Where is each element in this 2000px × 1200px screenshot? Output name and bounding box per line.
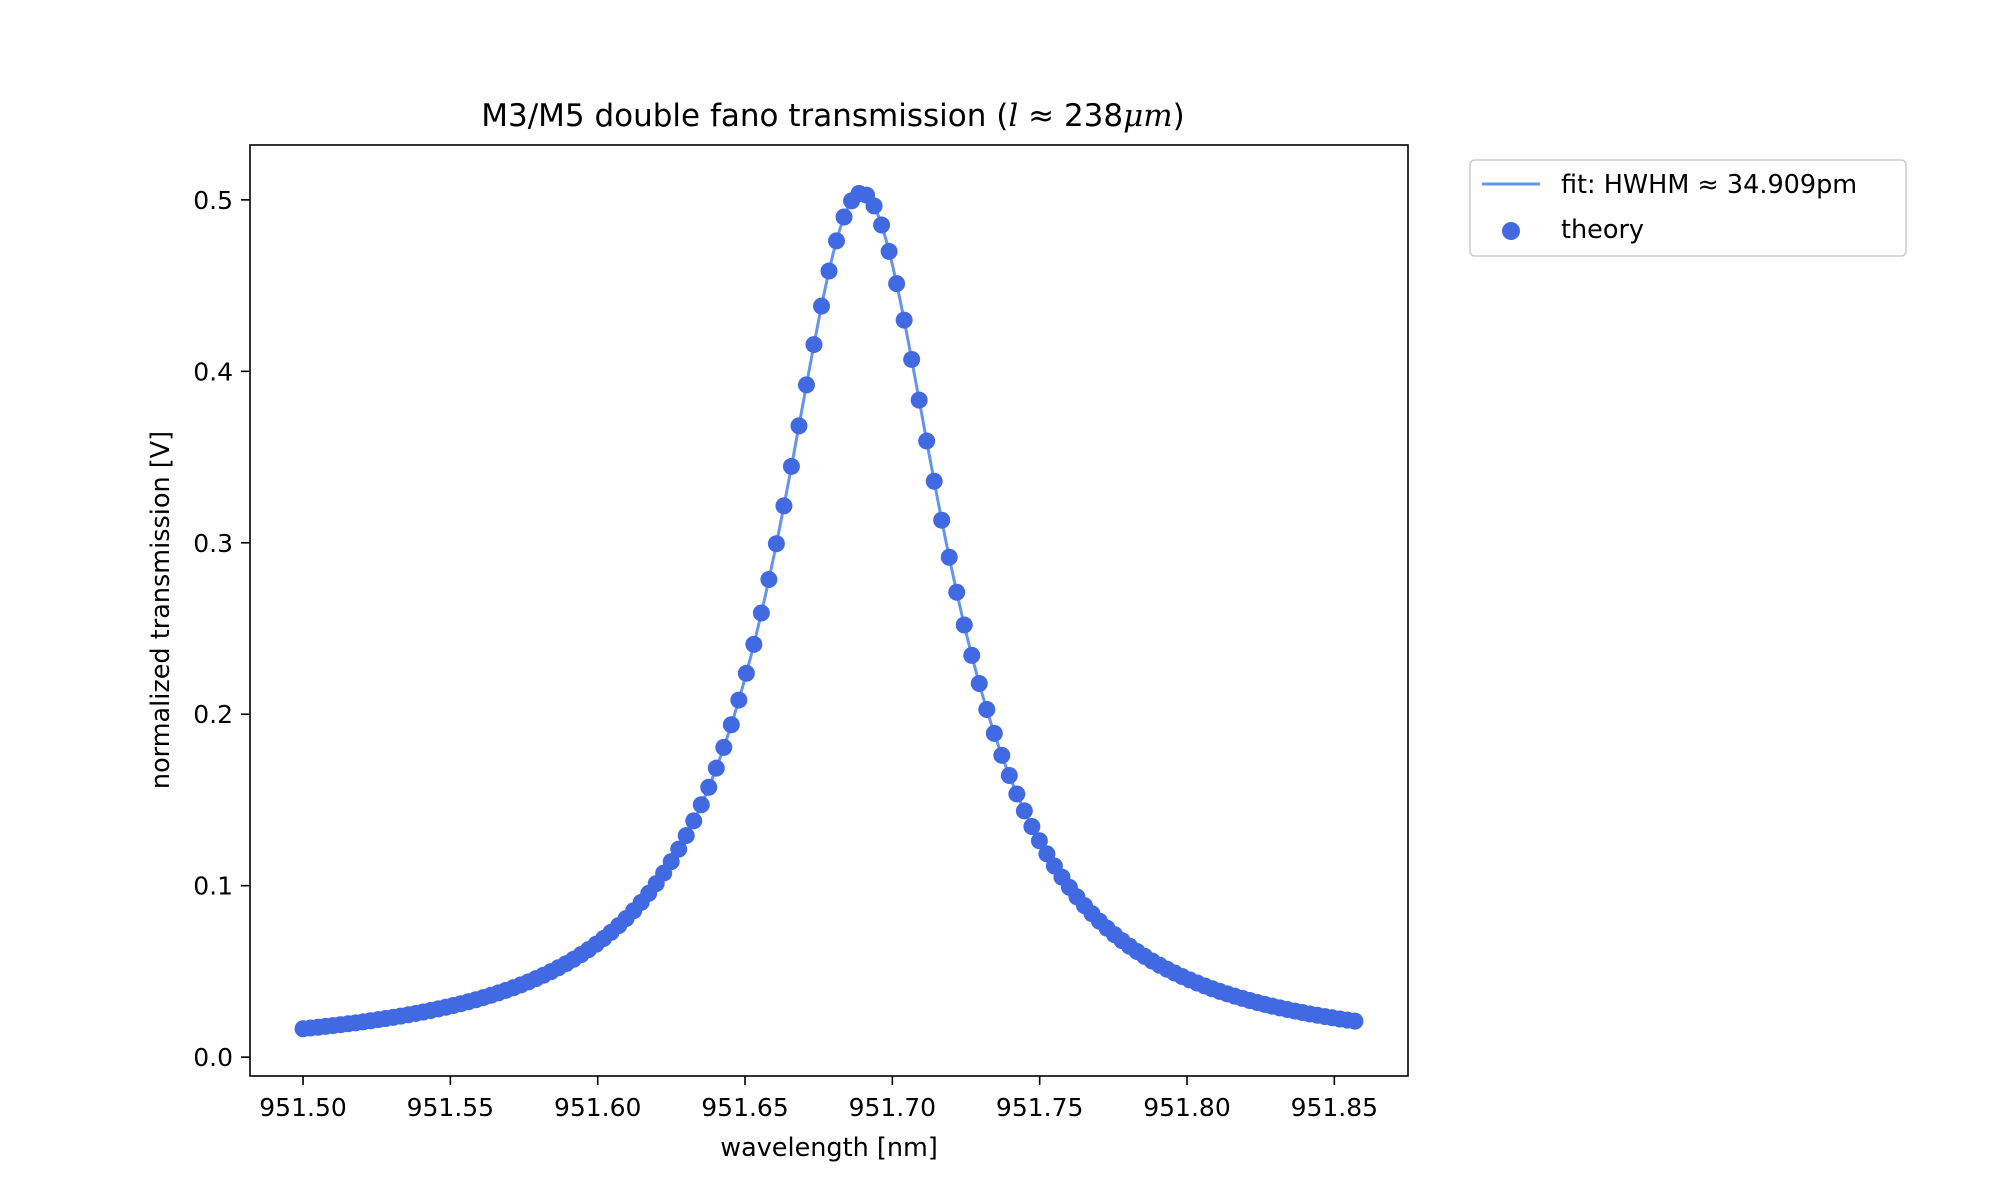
theory-point: [903, 350, 921, 368]
theory-point: [752, 604, 770, 622]
theory-point: [940, 548, 958, 566]
theory-point: [767, 535, 785, 553]
theory-point: [1015, 802, 1033, 820]
y-tick-label: 0.3: [193, 529, 233, 558]
y-tick-label: 0.5: [193, 186, 233, 215]
theory-point: [662, 853, 680, 871]
x-tick-label: 951.60: [554, 1093, 641, 1122]
theory-point: [955, 616, 973, 634]
y-tick-label: 0.4: [193, 357, 233, 386]
x-axis-ticks: 951.50 951.55 951.60 951.65 951.70 951.75 951.…: [259, 1076, 1378, 1122]
legend-theory-label: theory: [1561, 215, 1644, 245]
theory-point: [745, 635, 763, 653]
theory-point: [692, 796, 710, 814]
theory-point: [985, 724, 1003, 742]
theory-point: [993, 746, 1011, 764]
theory-point: [685, 812, 703, 830]
theory-point: [978, 701, 996, 718]
theory-point: [722, 716, 740, 734]
x-tick-label: 951.50: [259, 1093, 346, 1122]
y-axis-label: normalized transmission [V]: [146, 431, 176, 789]
legend: fit: HWHM ≈ 34.909pm theory: [1469, 159, 1907, 257]
x-tick-label: 951.75: [996, 1093, 1083, 1122]
x-tick-label: 951.85: [1291, 1093, 1378, 1122]
theory-point: [730, 691, 748, 709]
theory-point: [880, 242, 898, 260]
theory-point: [910, 391, 928, 409]
theory-point: [670, 840, 688, 858]
y-axis-ticks: 0.0 0.1 0.2 0.3 0.4 0.5: [193, 186, 250, 1072]
theory-point: [737, 664, 755, 682]
theory-point: [1030, 832, 1048, 850]
theory-point: [715, 738, 733, 756]
x-tick-label: 951.70: [849, 1093, 936, 1122]
plot-area: [294, 184, 1364, 1038]
theory-point: [760, 570, 778, 588]
theory-point: [805, 336, 823, 354]
theory-point: [1023, 817, 1041, 835]
theory-point: [1008, 785, 1026, 803]
theory-point: [963, 646, 981, 664]
theory-point: [865, 197, 883, 215]
theory-point: [828, 232, 846, 250]
y-tick-label: 0.2: [193, 700, 233, 729]
theory-point: [895, 311, 913, 329]
theory-point: [948, 583, 966, 601]
theory-point: [918, 432, 936, 450]
theory-point: [925, 472, 943, 490]
theory-point: [1346, 1012, 1364, 1030]
theory-point: [1000, 766, 1018, 784]
x-tick-label: 951.80: [1143, 1093, 1230, 1122]
theory-point: [835, 208, 853, 226]
theory-point: [707, 759, 725, 777]
fit-line: [302, 191, 1356, 1031]
theory-point: [970, 675, 988, 693]
theory-scatter-series: [294, 184, 1364, 1038]
y-tick-label: 0.1: [193, 872, 233, 901]
y-tick-label: 0.0: [193, 1043, 233, 1072]
legend-theory-marker: [1502, 222, 1520, 240]
theory-point: [677, 827, 695, 845]
theory-point: [820, 262, 838, 280]
theory-point: [873, 216, 891, 234]
theory-point: [888, 275, 906, 293]
theory-point: [797, 376, 815, 394]
theory-point: [775, 497, 793, 515]
theory-point: [790, 417, 808, 435]
x-axis-label: wavelength [nm]: [720, 1133, 938, 1163]
x-tick-label: 951.65: [701, 1093, 788, 1122]
theory-point: [933, 511, 951, 529]
theory-point: [782, 457, 800, 475]
theory-point: [700, 778, 718, 796]
axes-frame: [249, 144, 1409, 1077]
legend-box: [1469, 159, 1907, 257]
x-tick-label: 951.55: [407, 1093, 494, 1122]
chart-title: M3/M5 double fano transmission (l ≈ 238μ…: [481, 98, 1185, 134]
legend-fit-label: fit: HWHM ≈ 34.909pm: [1561, 170, 1857, 200]
fit-line-series: [302, 191, 1356, 1031]
theory-point: [812, 297, 830, 315]
